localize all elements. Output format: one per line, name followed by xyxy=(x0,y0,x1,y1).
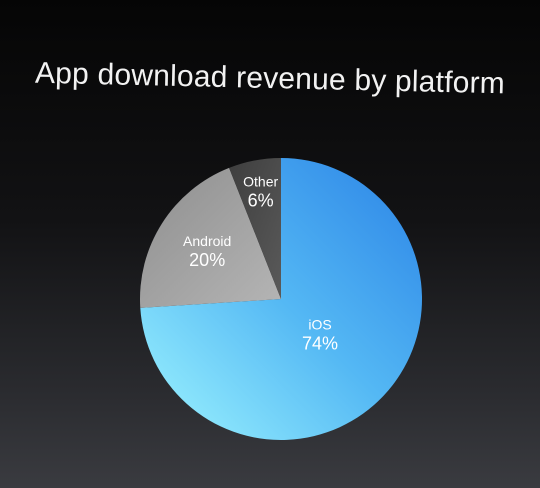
pie-slice-ios xyxy=(140,158,422,440)
slice-value-android: 20% xyxy=(189,250,225,270)
pie-slice-other xyxy=(229,158,281,299)
slice-label-ios: iOS xyxy=(308,317,331,333)
pie-slice-android xyxy=(139,167,281,308)
slice-label-other: Other xyxy=(243,173,278,189)
slice-label-android: Android xyxy=(183,233,231,249)
slice-value-ios: 74% xyxy=(302,334,338,354)
slice-value-other: 6% xyxy=(248,190,274,210)
